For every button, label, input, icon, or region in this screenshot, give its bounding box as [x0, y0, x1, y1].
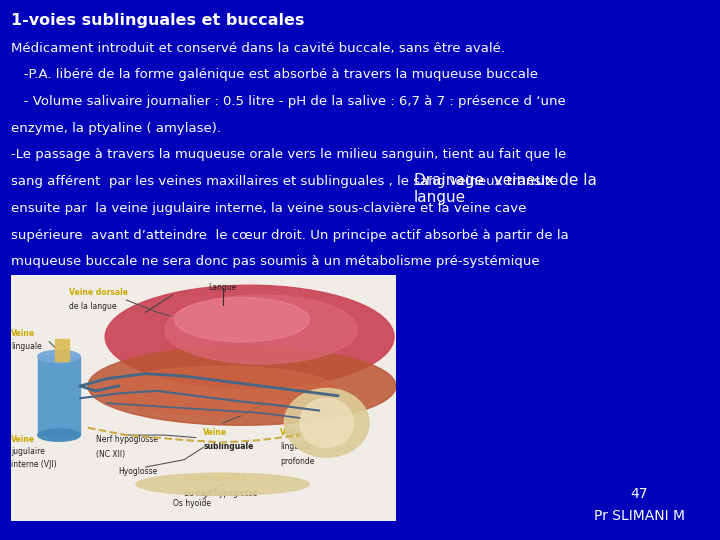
Text: muqueuse buccale ne sera donc pas soumis à un métabolisme pré-systémique: muqueuse buccale ne sera donc pas soumis…: [11, 255, 539, 268]
Text: Médicament introduit et conservé dans la cavité buccale, sans être avalé.: Médicament introduit et conservé dans la…: [11, 42, 505, 55]
Text: sublinguale: sublinguale: [204, 442, 253, 451]
Text: Veine dorsale: Veine dorsale: [68, 288, 127, 296]
Text: Veine: Veine: [11, 435, 35, 444]
Text: supérieure  avant d’atteindre  le cœur droit. Un principe actif absorbé à partir: supérieure avant d’atteindre le cœur dro…: [11, 228, 569, 242]
Ellipse shape: [37, 429, 80, 441]
Text: interne (VJI): interne (VJI): [11, 460, 56, 469]
Bar: [37, 356, 80, 435]
Text: Nerf hypoglosse: Nerf hypoglosse: [96, 435, 158, 444]
Text: de la langue: de la langue: [68, 302, 116, 312]
Text: du nerf hypoglosse: du nerf hypoglosse: [184, 489, 257, 498]
Bar: [55, 339, 68, 361]
Text: linguale: linguale: [281, 442, 311, 451]
Text: -Le passage à travers la muqueuse orale vers le milieu sanguin, tient au fait qu: -Le passage à travers la muqueuse orale …: [11, 148, 566, 161]
Text: enzyme, la ptyaline ( amylase).: enzyme, la ptyaline ( amylase).: [11, 122, 221, 135]
Text: profonde: profonde: [281, 457, 315, 466]
Text: Langue: Langue: [209, 283, 237, 292]
Text: hépatique.: hépatique.: [11, 282, 83, 295]
Text: Veine: Veine: [11, 329, 35, 339]
Text: Veine satellite: Veine satellite: [184, 475, 246, 483]
Text: ensuite par  la veine jugulaire interne, la veine sous-clavière et la veine cave: ensuite par la veine jugulaire interne, …: [11, 202, 526, 215]
Text: - Volume salivaire journalier : 0.5 litre - pH de la salive : 6,7 à 7 : présence: - Volume salivaire journalier : 0.5 litr…: [11, 95, 565, 108]
Ellipse shape: [165, 295, 358, 364]
Ellipse shape: [107, 366, 338, 415]
Ellipse shape: [300, 398, 354, 447]
Text: 1-voies sublinguales et buccales: 1-voies sublinguales et buccales: [11, 14, 304, 29]
Text: Veine: Veine: [281, 428, 305, 437]
Text: Veine: Veine: [204, 428, 228, 437]
Text: -P.A. libéré de la forme galénique est absorbé à travers la muqueuse buccale: -P.A. libéré de la forme galénique est a…: [11, 68, 538, 82]
Text: Pr SLIMANI M: Pr SLIMANI M: [594, 509, 685, 523]
Text: linguale: linguale: [11, 342, 42, 351]
Text: (NC XII): (NC XII): [96, 450, 125, 459]
Text: Hyoglosse: Hyoglosse: [119, 467, 158, 476]
Ellipse shape: [136, 473, 310, 495]
Ellipse shape: [37, 350, 80, 363]
Text: jugulaire: jugulaire: [11, 447, 45, 456]
Text: Drainage  veineux de la
langue: Drainage veineux de la langue: [414, 173, 597, 205]
Text: 47: 47: [630, 487, 647, 501]
Ellipse shape: [284, 388, 369, 457]
Text: Os hyoïde: Os hyoïde: [173, 499, 210, 508]
Ellipse shape: [88, 347, 396, 426]
Text: sang afférent  par les veines maxillaires et sublinguales , le sang veineux tran: sang afférent par les veines maxillaires…: [11, 175, 558, 188]
Ellipse shape: [105, 285, 394, 388]
Ellipse shape: [174, 298, 310, 342]
